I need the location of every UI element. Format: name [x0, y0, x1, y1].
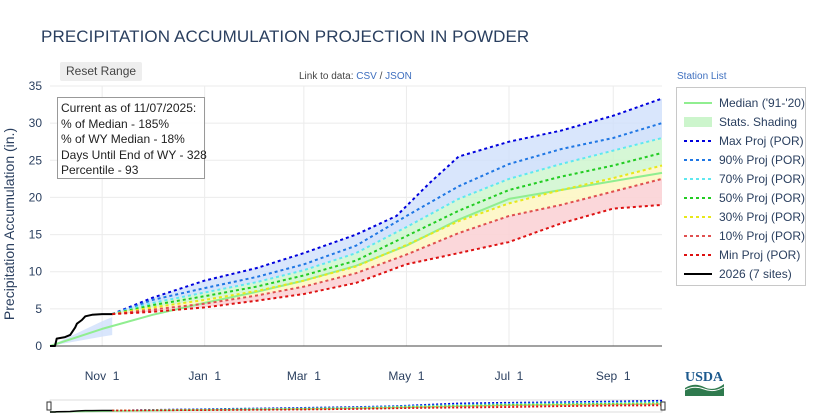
legend-label: 70% Proj (POR) — [718, 171, 806, 186]
series-line-p90 — [111, 122, 663, 316]
legend-item[interactable]: 2026 (7 sites) — [683, 264, 792, 283]
data-link-prefix: Link to data: — [299, 71, 354, 82]
x-tick-label: Jan 1 — [188, 369, 221, 383]
series-line-max — [111, 97, 663, 316]
shading-band-70-30 — [112, 138, 662, 315]
legend-swatch — [684, 177, 712, 180]
info-current-as-of: Current as of 11/07/2025: — [61, 101, 197, 115]
y-axis-label: Precipitation Accumulation (in.) — [1, 128, 17, 320]
info-days-until-end: Days Until End of WY - 328 — [61, 147, 207, 162]
range-slider-handle-right[interactable] — [660, 401, 666, 411]
chart-legend: Median ('91-'20) Stats. Shading Max Proj (… — [676, 87, 806, 286]
legend-label: Median ('91-'20) — [719, 95, 805, 110]
legend-label: 30% Proj (POR) — [718, 209, 806, 224]
legend-item[interactable]: 90% Proj (POR) — [683, 150, 805, 169]
legend-item[interactable]: 70% Proj (POR) — [683, 169, 805, 188]
series-line-current — [50, 313, 113, 347]
info-percentile: Percentile - 93 — [61, 163, 139, 177]
y-tick-label: 0 — [35, 339, 42, 353]
x-tick-label: Nov 1 — [85, 369, 120, 383]
series-line-p10 — [112, 177, 663, 316]
json-link[interactable]: JSON — [385, 71, 412, 82]
legend-label: Max Proj (POR) — [719, 133, 804, 148]
series-line-p50 — [111, 151, 663, 316]
legend-label: 90% Proj (POR) — [718, 152, 806, 167]
legend-swatch — [684, 253, 712, 256]
legend-swatch — [684, 234, 712, 237]
legend-swatch — [684, 139, 712, 142]
status-info-box: Current as of 11/07/2025: % of Median - … — [57, 97, 207, 179]
page-title: PRECIPITATION ACCUMULATION PROJECTION IN… — [41, 27, 530, 46]
x-tick-label: May 1 — [388, 369, 424, 383]
data-link-separator: / — [379, 71, 383, 82]
y-tick-label: 25 — [29, 153, 43, 167]
shading-band-90-70 — [112, 123, 662, 315]
legend-swatch — [684, 196, 712, 199]
legend-label: 50% Proj (POR) — [718, 190, 806, 205]
y-tick-label: 20 — [29, 190, 43, 204]
legend-item[interactable]: 30% Proj (POR) — [683, 207, 805, 226]
legend-swatch — [684, 215, 712, 218]
shading-band-30-10 — [112, 165, 662, 315]
shading-band-max-90 — [112, 98, 662, 315]
info-percent-of-wy-median: % of WY Median - 18% — [61, 132, 185, 146]
y-tick-label: 35 — [29, 79, 43, 93]
shading-band-historical — [50, 317, 113, 346]
legend-label: 10% Proj (POR) — [718, 228, 806, 243]
reset-range-button[interactable]: Reset Range — [60, 62, 143, 81]
range-slider-line-min — [112, 404, 663, 412]
y-tick-label: 30 — [29, 116, 43, 130]
y-tick-label: 5 — [35, 302, 42, 316]
legend-swatch — [684, 272, 712, 275]
csv-link[interactable]: CSV — [356, 71, 377, 82]
data-link-bar: Link to data: CSV / JSON — [299, 71, 412, 82]
legend-swatch — [684, 158, 712, 161]
legend-item[interactable]: Median ('91-'20) — [683, 93, 805, 112]
x-tick-label: Mar 1 — [287, 369, 321, 383]
usda-logo: USDA — [684, 370, 725, 396]
legend-swatch — [684, 116, 712, 127]
y-tick-label: 10 — [29, 265, 43, 279]
series-line-min — [112, 203, 663, 316]
station-list-link[interactable]: Station List — [677, 71, 727, 82]
x-tick-label: Jul 1 — [495, 369, 524, 383]
usda-logo-text: USDA — [685, 370, 724, 385]
series-line-p30 — [112, 164, 663, 316]
legend-label: 2026 (7 sites) — [719, 266, 792, 281]
legend-label: Stats. Shading — [719, 114, 798, 129]
legend-item[interactable]: Min Proj (POR) — [683, 245, 800, 264]
legend-item[interactable]: 10% Proj (POR) — [683, 226, 805, 245]
range-slider-handle-left[interactable] — [46, 401, 52, 411]
legend-swatch — [684, 101, 712, 104]
range-slider-line-current — [50, 409, 113, 413]
legend-item[interactable]: Stats. Shading — [683, 112, 797, 131]
legend-item[interactable]: 50% Proj (POR) — [683, 188, 805, 207]
legend-item[interactable]: Max Proj (POR) — [683, 131, 804, 150]
x-tick-label: Sep 1 — [596, 369, 631, 383]
y-tick-label: 15 — [29, 228, 43, 242]
legend-label: Min Proj (POR) — [719, 247, 801, 262]
series-line-p70 — [111, 137, 663, 316]
info-percent-of-median: % of Median - 185% — [61, 116, 170, 131]
